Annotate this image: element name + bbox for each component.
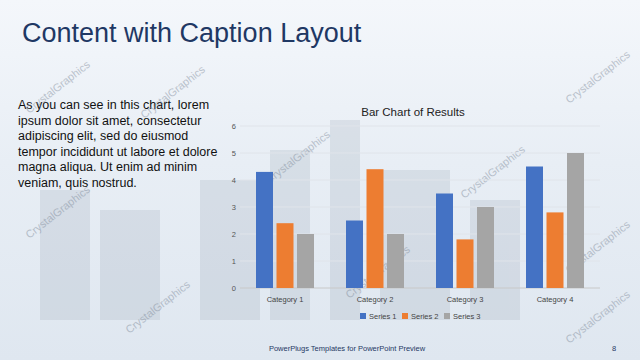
slide-title: Content with Caption Layout	[22, 18, 362, 48]
grid-line	[240, 126, 600, 127]
x-tick-label: Category 4	[537, 295, 574, 304]
bar	[436, 194, 453, 289]
watermark: CrystalGraphics	[563, 48, 632, 106]
y-tick-label: 0	[232, 284, 236, 293]
bar	[256, 172, 273, 288]
legend-swatch	[444, 313, 450, 319]
y-tick-label: 6	[232, 122, 236, 131]
x-tick-label: Category 1	[267, 295, 304, 304]
bar	[297, 234, 314, 288]
grid-line	[240, 207, 600, 208]
bar	[477, 207, 494, 288]
decor	[200, 180, 260, 320]
bar	[526, 167, 543, 289]
grid-line	[240, 234, 600, 235]
x-tick-label: Category 3	[447, 295, 484, 304]
y-tick-label: 2	[232, 230, 236, 239]
watermark: CrystalGraphics	[123, 278, 192, 336]
y-tick-label: 3	[232, 203, 236, 212]
legend-swatch	[402, 313, 408, 319]
caption: As you can see in this chart, lorem ipsu…	[18, 98, 230, 191]
watermark: CrystalGraphics	[458, 143, 527, 201]
bar	[457, 239, 474, 288]
legend-label: Series 3	[453, 312, 481, 321]
legend-label: Series 1	[369, 312, 397, 321]
legend-swatch	[360, 313, 366, 319]
bar	[387, 234, 404, 288]
y-tick-label: 5	[232, 149, 236, 158]
footer: PowerPlugs Templates for PowerPoint Prev…	[269, 344, 426, 353]
y-tick-label: 4	[232, 176, 236, 185]
bar	[567, 153, 584, 288]
watermark: CrystalGraphics	[263, 128, 332, 186]
slide: CrystalGraphics CrystalGraphics CrystalGra…	[0, 0, 640, 360]
background-decor	[40, 120, 520, 320]
bar	[277, 223, 294, 288]
bar	[367, 169, 384, 288]
watermark: CrystalGraphics	[23, 58, 92, 116]
watermark: CrystalGraphics	[563, 288, 632, 346]
x-tick-label: Category 2	[357, 295, 394, 304]
legend-label: Series 2	[411, 312, 439, 321]
watermark: CrystalGraphics	[138, 63, 207, 121]
watermark: CrystalGraphics	[23, 183, 92, 241]
y-tick-label: 1	[232, 257, 236, 266]
bars	[256, 153, 584, 288]
grid-line	[240, 180, 600, 181]
bar	[346, 221, 363, 289]
grid-line	[240, 288, 600, 289]
grid-line	[240, 261, 600, 262]
grid-line	[240, 153, 600, 154]
page-number: 8	[612, 344, 616, 353]
bar	[547, 212, 564, 288]
chart-title: Bar Chart of Results	[361, 106, 465, 118]
